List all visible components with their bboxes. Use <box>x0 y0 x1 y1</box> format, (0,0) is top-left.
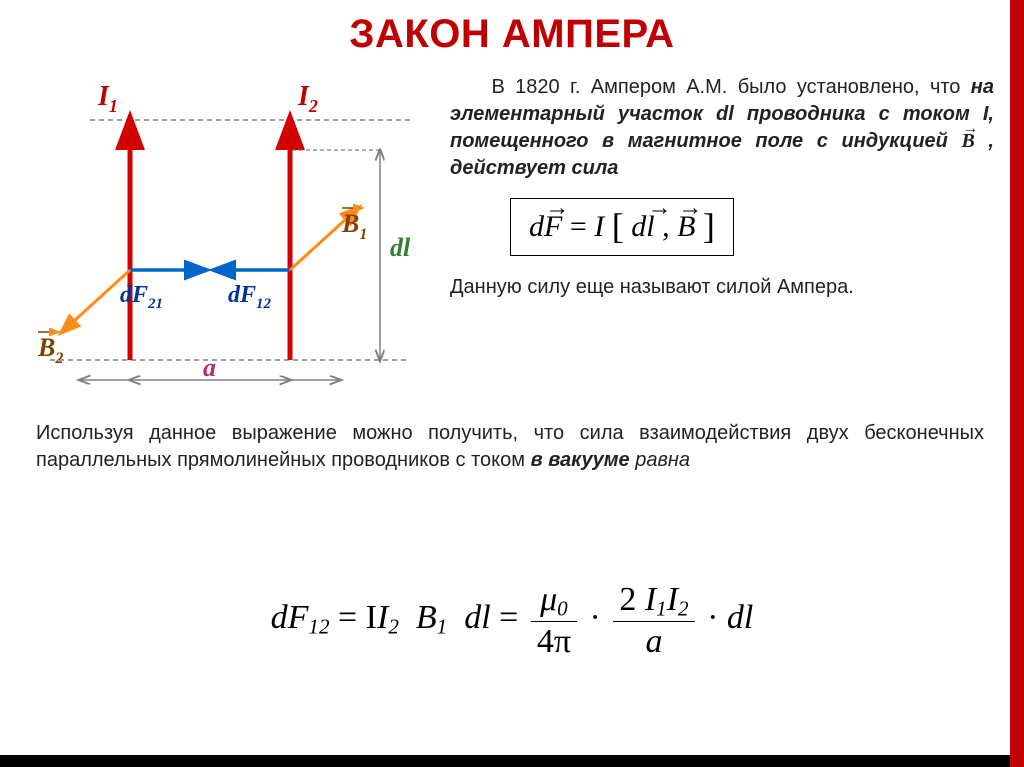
intro-paragraph: В 1820 г. Ампером А.М. было установлено,… <box>450 74 994 182</box>
content-row: I1 I2 B1 B2 dF21 dF12 a <box>10 70 994 400</box>
label-a: a <box>203 353 216 382</box>
ampere-diagram: I1 I2 B1 B2 dF21 dF12 a <box>10 70 440 400</box>
page-title: ЗАКОН АМПЕРА <box>0 12 1024 57</box>
label-b2: B <box>37 333 55 362</box>
svg-text:B2: B2 <box>37 333 63 367</box>
label-df21: dF <box>120 282 148 308</box>
formula-two-wires: dF12 = II2 B1 dl = μ0 4π · 2 I1I2 a · dl <box>0 580 1024 661</box>
formula-ampere-force: ddFF = I [ dl , B ] <box>510 198 734 256</box>
svg-text:dF21: dF21 <box>120 282 163 312</box>
label-dl: dl <box>390 233 411 262</box>
label-b1: B <box>341 209 359 238</box>
lower-paragraph: Используя данное выражение можно получит… <box>36 420 984 474</box>
named-paragraph: Данную силу еще называют силой Ампера. <box>450 274 994 301</box>
svg-text:I2: I2 <box>297 81 318 116</box>
svg-text:B1: B1 <box>341 209 367 243</box>
svg-text:I1: I1 <box>97 81 118 116</box>
text-area: В 1820 г. Ампером А.М. было установлено,… <box>450 70 994 400</box>
bottom-bar <box>0 755 1024 767</box>
label-df12: dF <box>228 282 256 308</box>
svg-text:dF12: dF12 <box>228 282 272 312</box>
